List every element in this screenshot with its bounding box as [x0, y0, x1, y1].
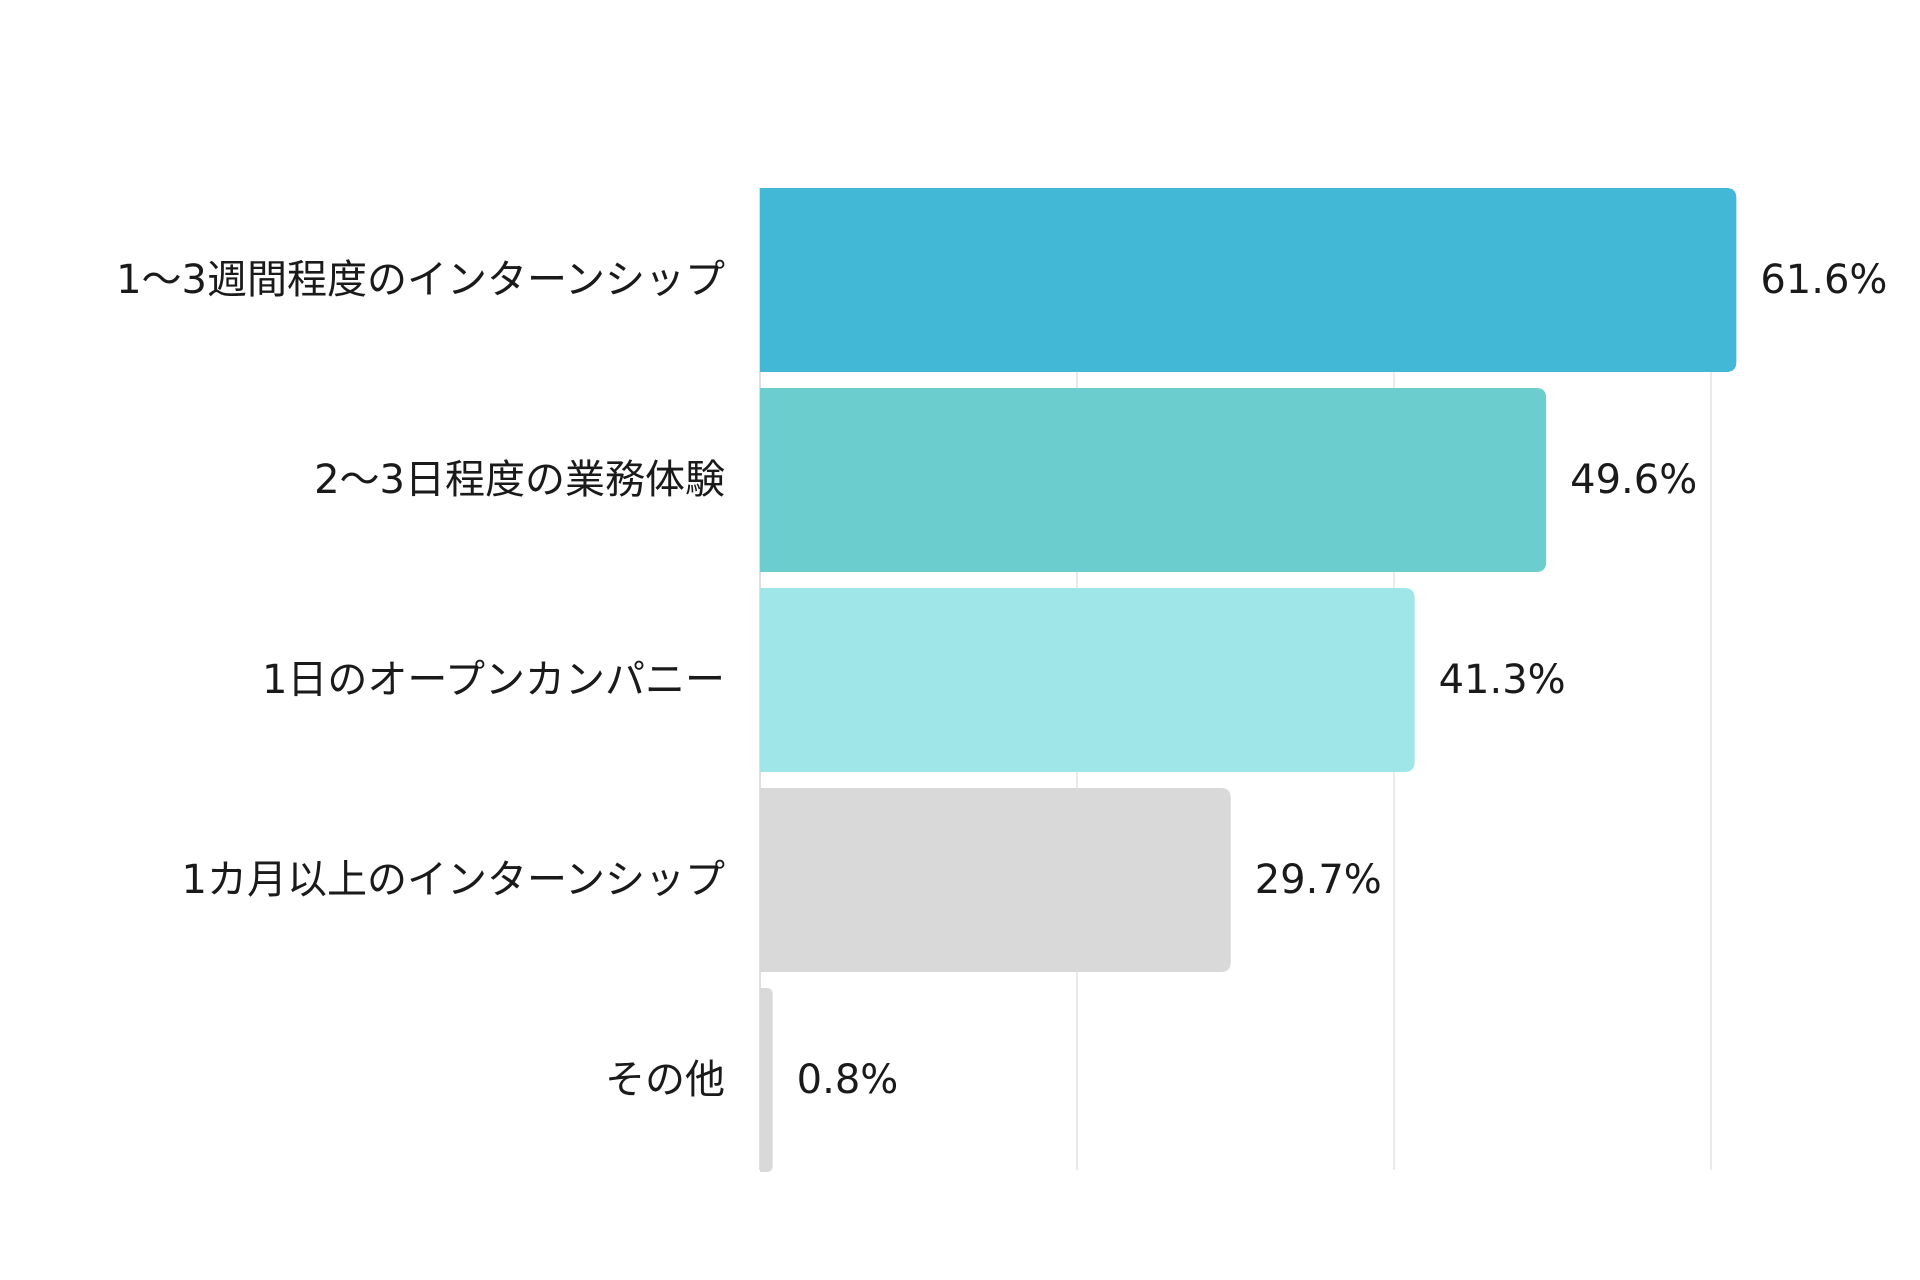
data-label: 0.8%	[797, 1057, 899, 1103]
category-label: 1日のオープンカンパニー	[262, 657, 725, 703]
bars	[760, 188, 1737, 1172]
category-label: その他	[605, 1057, 725, 1103]
category-label: 2〜3日程度の業務体験	[314, 457, 725, 503]
bar	[760, 188, 1737, 372]
data-label: 29.7%	[1255, 857, 1382, 903]
bar	[760, 588, 1415, 772]
data-label: 61.6%	[1760, 257, 1887, 303]
category-label: 1〜3週間程度のインターンシップ	[116, 257, 725, 303]
category-labels: 1〜3週間程度のインターンシップ 2〜3日程度の業務体験 1日のオープンカンパニー 1…	[116, 257, 725, 1103]
bar	[760, 788, 1231, 972]
category-label: 1カ月以上のインターンシップ	[182, 857, 725, 903]
value-labels: 61.6% 49.6% 41.3% 29.7% 0.8%	[797, 257, 1888, 1103]
bar	[760, 988, 773, 1172]
bar	[760, 388, 1547, 572]
data-label: 41.3%	[1439, 657, 1566, 703]
data-label: 49.6%	[1570, 457, 1697, 503]
